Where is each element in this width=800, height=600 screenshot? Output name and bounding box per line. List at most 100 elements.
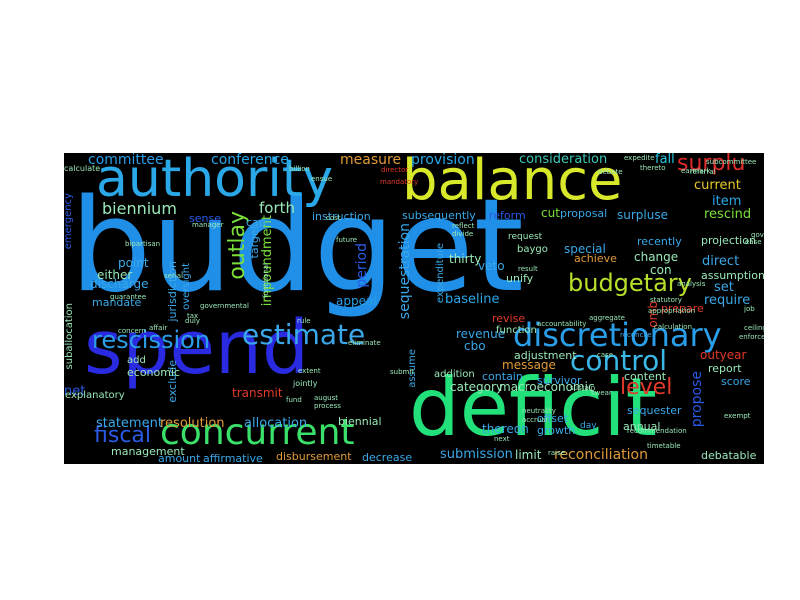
word-accountability: accountability — [537, 320, 587, 328]
word-prepare: prepare — [661, 302, 704, 315]
word-explanatory: explanatory — [65, 390, 125, 401]
word-resolution: resolution — [160, 416, 225, 431]
word-calculate: calculate — [64, 164, 101, 173]
word-rescind: rescind — [704, 207, 752, 222]
word-cut: cut — [541, 206, 560, 220]
word-functional: functional — [262, 263, 270, 298]
word-recently: recently — [637, 235, 682, 248]
word-thereon: thereon — [482, 422, 529, 436]
word-statement: statement — [96, 416, 163, 431]
word-unify: unify — [506, 272, 534, 285]
word-thereto: thereto — [640, 164, 666, 172]
word-referral: referral — [690, 168, 716, 176]
word-period: period — [354, 243, 370, 288]
word-report: report — [708, 362, 742, 375]
word-projection: projection — [701, 234, 756, 247]
word-jurisdiction: jurisdiction — [166, 261, 179, 322]
word-consideration: consideration — [519, 153, 608, 167]
word-survivor: survivor — [537, 374, 582, 387]
word-ensue: ensue — [311, 175, 333, 183]
word-score: score — [721, 375, 751, 388]
word-surpluse: surpluse — [617, 208, 668, 222]
word-macroeconomic: macroeconomic — [499, 380, 595, 394]
word-biennial: biennial — [338, 415, 382, 428]
word-revenue: revenue — [456, 327, 506, 341]
word-thirty: thirty — [449, 252, 482, 266]
word-cloud: budget spend deficit balance authority discre… — [64, 153, 764, 464]
word-veto: veto — [478, 259, 505, 273]
word-result: result — [518, 265, 538, 273]
word-sequestration: sequestration — [397, 223, 413, 320]
word-cap: cap — [246, 216, 266, 229]
word-change: change — [634, 250, 679, 264]
word-manager: manager — [192, 221, 224, 229]
word-propose: propose — [689, 371, 705, 428]
word-governmental: governmental — [200, 302, 249, 310]
word-amount: amount — [158, 452, 201, 464]
word-expenditure: expenditure — [435, 243, 446, 304]
word-sustain: sustain — [570, 384, 596, 392]
word-mandatory: mandatory — [380, 178, 419, 186]
word-mandate: mandate — [92, 296, 142, 309]
word-rescission: rescission — [92, 326, 211, 354]
word-reconcile: reconcile — [620, 331, 652, 339]
word-earmark: earmark — [681, 167, 711, 175]
word-future: future — [336, 236, 358, 244]
word-exempt: exempt — [724, 412, 751, 420]
word-estimate: estimate — [242, 318, 366, 351]
word-ceiling: ceiling — [744, 324, 764, 332]
word-economic: economic — [127, 366, 181, 379]
word-subsequently: subsequently — [402, 209, 476, 222]
word-suballocation: suballocation — [64, 303, 75, 370]
word-debate: debate — [598, 168, 623, 176]
word-adjustment: adjustment — [514, 349, 577, 362]
word-day: day — [580, 421, 597, 431]
word-offset: offset — [537, 412, 569, 425]
word-rule: rule — [297, 317, 311, 325]
word-serial: serial — [164, 272, 184, 280]
word-proposal: proposal — [560, 207, 608, 220]
word-affirmative: affirmative — [203, 452, 263, 464]
word-achieve: achieve — [574, 252, 617, 265]
word-measure: measure — [340, 153, 402, 168]
word-submission: submission — [440, 447, 513, 462]
word-balance: balance — [402, 153, 623, 213]
word-instruction: instruction — [312, 210, 371, 223]
word-limit: limit — [515, 448, 542, 462]
word-budget: budget — [70, 172, 524, 321]
word-current: current — [694, 178, 741, 193]
word-baygo: baygo — [517, 244, 548, 255]
word-eliminate: eliminate — [348, 339, 381, 347]
word-extent: extent — [298, 367, 321, 375]
word-divide: divide — [452, 230, 474, 238]
word-item: item — [712, 194, 742, 209]
word-accrual: accrual — [522, 416, 548, 424]
word-function: function — [496, 325, 537, 336]
word-concurrent: concurrent — [160, 412, 355, 453]
word-authority: authority — [96, 153, 333, 209]
word-forth: forth — [259, 199, 296, 217]
word-govern: govern — [751, 231, 764, 239]
word-cost: cost — [326, 214, 341, 222]
word-fall: fall — [655, 153, 675, 167]
word-direct: direct — [702, 254, 740, 269]
word-submit: submit — [390, 368, 415, 376]
word-neutrality: neutrality — [522, 407, 556, 415]
word-next: next — [494, 435, 510, 443]
word-net: net — [64, 384, 86, 399]
word-outyear: outyear — [700, 348, 747, 362]
word-bipartisan: bipartisan — [125, 240, 161, 248]
word-billion: billion — [289, 165, 310, 173]
word-calculation: calculation — [654, 323, 693, 331]
word-content: content — [624, 370, 667, 383]
word-expedite: expedite — [624, 154, 655, 162]
word-oversight: oversight — [181, 263, 192, 310]
word-debatable: debatable — [701, 449, 757, 462]
word-guarantee: guarantee — [110, 293, 147, 301]
word-set: set — [714, 280, 734, 295]
word-deficit: deficit — [409, 361, 657, 454]
word-target: target — [248, 225, 261, 259]
word-revise: revise — [492, 312, 526, 325]
word-subcommittee: subcommittee — [706, 158, 757, 166]
word-emergency: emergency — [64, 193, 74, 250]
